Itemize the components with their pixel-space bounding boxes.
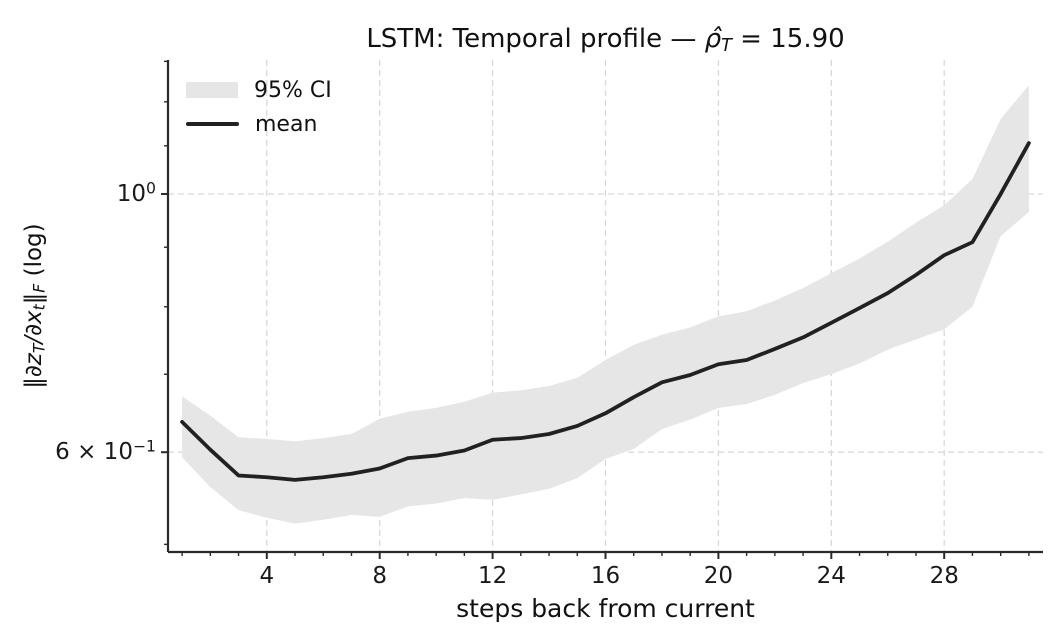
mean-line [180, 141, 1031, 482]
x-tick-label: 28 [930, 563, 959, 589]
x-tick-label: 24 [817, 563, 846, 589]
ci-band [182, 85, 1029, 524]
x-tick-label: 4 [259, 563, 274, 589]
legend-label-ci: 95% CI [254, 77, 332, 103]
chart-title: LSTM: Temporal profile — ρ̂T = 15.90 [366, 24, 845, 56]
x-tick-label: 12 [478, 563, 507, 589]
mean-line-swatch [186, 122, 239, 126]
legend-item-ci: 95% CI [186, 76, 332, 104]
x-tick-label: 20 [704, 563, 733, 589]
legend: 95% CI mean [186, 76, 332, 138]
y-tick-label: 100 [116, 178, 156, 207]
ci-band-swatch [186, 82, 238, 98]
legend-item-mean: mean [186, 110, 332, 138]
x-tick-label: 8 [372, 563, 387, 589]
x-axis-label: steps back from current [456, 594, 755, 623]
y-axis-label: ‖∂zT/∂xt‖F (log) [21, 223, 49, 389]
x-tick-label: 16 [591, 563, 620, 589]
legend-label-mean: mean [255, 111, 318, 137]
y-tick-label: 6 × 10−1 [55, 436, 156, 466]
